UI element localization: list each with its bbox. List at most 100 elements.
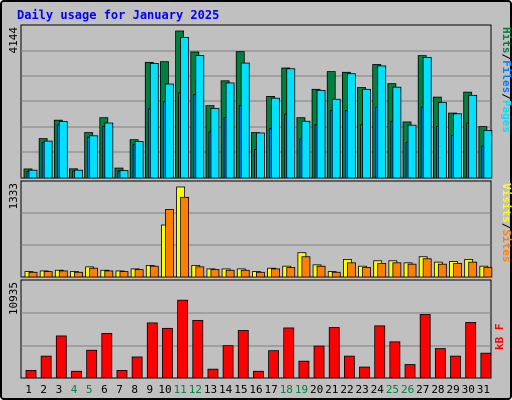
legend-visits: Visits [500, 183, 512, 223]
legend-sep: / [500, 223, 512, 230]
kbytes-bar [298, 360, 310, 379]
pages-bar [89, 135, 99, 179]
pages-bar [195, 55, 205, 179]
y-axis-max-label-1: 4144 [7, 27, 20, 54]
legend-sites: Sites [500, 229, 512, 262]
sites-bar [331, 271, 341, 278]
sites-bar [104, 270, 114, 278]
x-tick-label: 14 [219, 383, 233, 396]
pages-bar [437, 102, 447, 179]
legend-kbytes: kB F [493, 324, 506, 351]
pages-bar [134, 141, 144, 179]
kbytes-bar [253, 370, 264, 379]
pages-bar [149, 63, 159, 179]
sites-bar [225, 269, 235, 278]
sites-bar [149, 265, 159, 278]
x-tick-label: 23 [356, 383, 369, 396]
kbytes-bar [480, 352, 492, 379]
sites-bar [256, 271, 265, 278]
x-tick-label: 17 [265, 383, 278, 396]
x-tick-label: 5 [86, 383, 93, 396]
sites-bar [43, 271, 53, 278]
x-tick-label: 27 [416, 383, 429, 396]
kbytes-bar [55, 335, 67, 379]
sites-bar [437, 263, 447, 278]
pages-bar [301, 120, 311, 179]
kbytes-bar [25, 370, 37, 379]
x-tick-label: 12 [189, 383, 202, 396]
kbytes-bar [450, 355, 461, 379]
chart-title: Daily usage for January 2025 [17, 8, 220, 22]
x-tick-label: 3 [56, 383, 63, 396]
x-tick-label: 8 [131, 383, 138, 396]
x-tick-label: 13 [204, 383, 217, 396]
sites-bar [346, 262, 356, 278]
sites-bar [377, 263, 387, 278]
kbytes-bar [116, 370, 128, 379]
sites-bar [89, 267, 99, 278]
pages-bar [256, 132, 265, 179]
pages-bar [28, 169, 38, 179]
x-tick-label: 24 [371, 383, 385, 396]
sites-bar [286, 267, 296, 278]
x-tick-label: 11 [174, 383, 187, 396]
x-tick-label: 1 [25, 383, 32, 396]
kbytes-bar [313, 345, 325, 379]
x-tick-label: 25 [386, 383, 399, 396]
x-tick-label: 21 [325, 383, 338, 396]
y-axis-max-label-2: 1333 [7, 183, 20, 210]
pages-bar [210, 108, 220, 179]
x-tick-label: 2 [40, 383, 47, 396]
kbytes-bar [40, 355, 52, 379]
pages-bar [286, 68, 296, 179]
pages-bar [165, 83, 174, 179]
x-tick-label: 6 [101, 383, 108, 396]
pages-bar [346, 73, 356, 179]
kbytes-bar [419, 314, 431, 379]
sites-bar [316, 265, 326, 278]
pages-bar [468, 94, 478, 179]
sites-bar [58, 270, 68, 278]
sites-bar [240, 269, 250, 278]
kbytes-bar [404, 364, 416, 379]
pages-bar [74, 169, 83, 179]
kbytes-bar [359, 366, 370, 379]
kbytes-bar [465, 322, 477, 379]
legend-hits-files-pages: Hits/Files/Pages [500, 27, 512, 133]
kbytes-bar [328, 327, 340, 379]
kbytes-bar [207, 368, 219, 379]
sites-bar [119, 271, 129, 278]
pages-bar [225, 82, 235, 179]
kbytes-bar [86, 349, 98, 379]
legend-pages: Pages [500, 100, 512, 133]
x-tick-label: 26 [401, 383, 414, 396]
pages-bar [453, 113, 462, 179]
kbytes-bar [268, 350, 279, 379]
pages-bar [407, 124, 417, 179]
legend-sep: / [500, 54, 512, 61]
pages-bar [483, 130, 493, 179]
legend-files: Files [500, 60, 512, 93]
x-tick-label: 20 [310, 383, 323, 396]
sites-bar [362, 267, 371, 278]
pages-bar [119, 170, 129, 179]
pages-bar [240, 62, 250, 179]
sites-bar [483, 267, 493, 278]
legend-hits: Hits [500, 27, 512, 54]
sites-bar [134, 269, 144, 278]
pages-bar [58, 121, 68, 179]
sites-bar [195, 266, 205, 278]
pages-bar [331, 98, 341, 179]
x-tick-label: 4 [71, 383, 78, 396]
x-tick-label: 10 [158, 383, 171, 396]
kbytes-bar [389, 341, 401, 379]
kbytes-bar [192, 319, 204, 379]
kbytes-bar [237, 330, 249, 379]
kbytes-bar [374, 325, 386, 379]
x-tick-label: 16 [249, 383, 262, 396]
legend-sep: / [500, 93, 512, 100]
kbytes-bar [222, 345, 234, 379]
plot-area-3 [20, 279, 492, 379]
sites-bar [392, 262, 402, 278]
